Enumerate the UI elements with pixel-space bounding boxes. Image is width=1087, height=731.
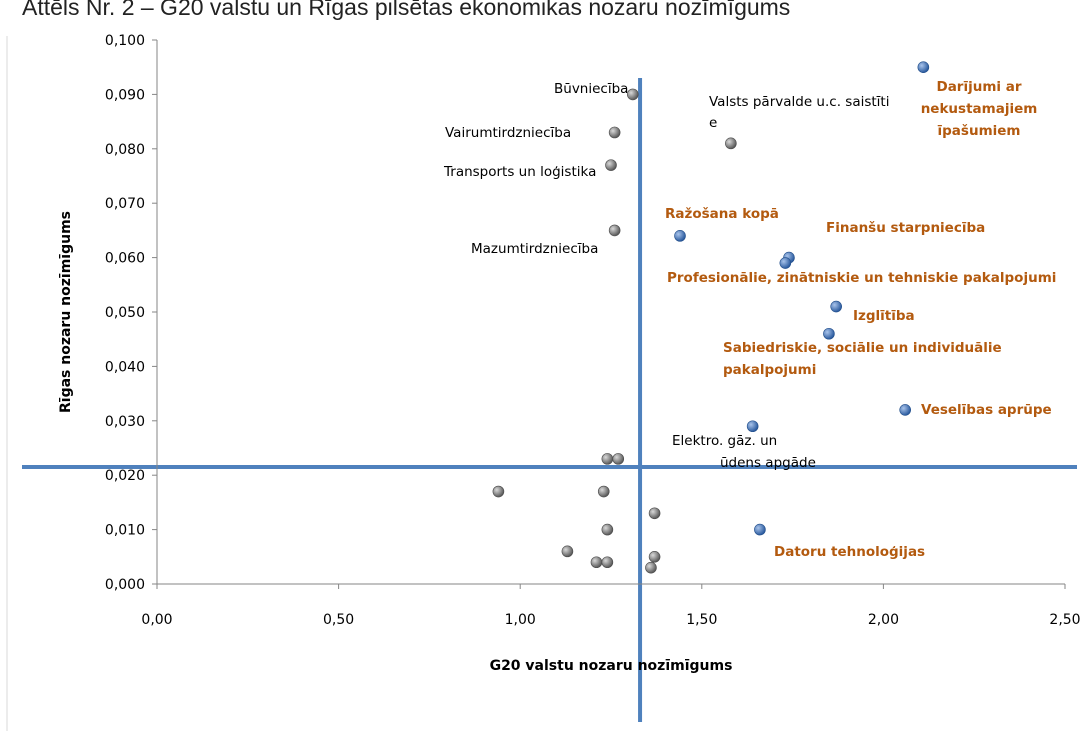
data-label: Sabiedriskie, sociālie un individuālie pa…: [723, 340, 1002, 378]
data-point-gray: [597, 485, 610, 498]
data-point-gray: [601, 523, 614, 536]
y-tick-label: 0,080: [105, 142, 145, 158]
data-label: Datoru tehnoloģijas: [774, 544, 925, 560]
data-point-gray: [561, 545, 574, 558]
x-tick-label: 2,50: [1049, 612, 1080, 628]
data-point-gray: [590, 556, 603, 569]
data-point-gray: [648, 507, 661, 520]
data-point-gray: [605, 159, 617, 171]
data-label: Vairumtirdzniecība: [445, 125, 571, 141]
data-point-blue: [899, 404, 911, 416]
data-point-blue: [746, 420, 759, 433]
data-point-blue: [674, 230, 686, 242]
figure-title: Attēls Nr. 2 – G20 valstu un Rīgas pilsē…: [22, 0, 791, 20]
data-point-blue: [779, 257, 792, 269]
data-point-gray: [626, 88, 639, 101]
data-label: Elektro. gāz. un ūdens apgāde: [672, 433, 816, 471]
data-label: Finanšu starpniecība: [826, 220, 985, 236]
y-tick-label: 0,040: [105, 359, 145, 375]
data-point-blue: [917, 61, 930, 73]
tick-marks: [152, 39, 1066, 589]
y-tick-label: 0,020: [105, 468, 145, 484]
y-tick-label: 0,000: [105, 577, 145, 593]
x-axis-label: G20 valstu nozaru nozīmīgums: [490, 658, 733, 674]
x-tick-label: 1,50: [686, 612, 717, 628]
y-tick-label: 0,090: [105, 87, 145, 103]
reference-lines: [22, 78, 1077, 722]
data-point-gray: [601, 453, 614, 465]
data-label: Mazumtirdzniecība: [471, 241, 598, 257]
y-tick-label: 0,030: [105, 414, 145, 430]
x-tick-label: 0,50: [323, 612, 354, 628]
data-label: Ražošana kopā: [665, 206, 779, 222]
data-point-gray: [608, 224, 621, 237]
data-label: Veselības aprūpe: [921, 402, 1052, 418]
data-label: Būvniecība: [554, 81, 628, 97]
y-tick-label: 0,010: [105, 523, 145, 539]
y-tick-label: 0,050: [105, 305, 145, 321]
x-tick-label: 0,00: [141, 612, 172, 628]
y-tick-label: 0,070: [105, 196, 145, 212]
x-tick-label: 2,00: [868, 612, 899, 628]
data-point-gray: [612, 453, 625, 465]
data-labels: Būvniecība Vairumtirdzniecība Transports u…: [443, 79, 1056, 560]
data-point-gray: [608, 126, 621, 139]
tick-labels: 0,000 0,010 0,020 0,030 0,040 0,050 0,060 0,070…: [105, 33, 1081, 628]
data-point-gray: [725, 137, 737, 150]
data-point-blue: [754, 523, 766, 536]
data-label: Izglītība: [853, 308, 915, 324]
data-point-gray: [645, 561, 657, 574]
data-label: Valsts pārvalde u.c. saistīti e: [709, 94, 889, 131]
data-label: Darījumi ar nekustamajiem īpašumiem: [921, 79, 1038, 139]
y-tick-label: 0,100: [105, 33, 145, 49]
axes: [156, 40, 1065, 585]
y-tick-label: 0,060: [105, 251, 145, 267]
x-tick-label: 1,00: [505, 612, 536, 628]
data-points: [492, 61, 930, 574]
data-label: Transports un loģistika: [443, 164, 596, 180]
y-axis-label: Rīgas nozaru nozīmīgums: [58, 211, 74, 413]
data-point-blue: [823, 327, 835, 340]
data-point-blue: [830, 300, 842, 313]
data-label: Profesionālie, zinātniskie un tehniskie …: [667, 270, 1056, 286]
data-point-gray: [601, 556, 614, 569]
data-point-gray: [648, 550, 661, 563]
data-point-gray: [492, 485, 505, 498]
